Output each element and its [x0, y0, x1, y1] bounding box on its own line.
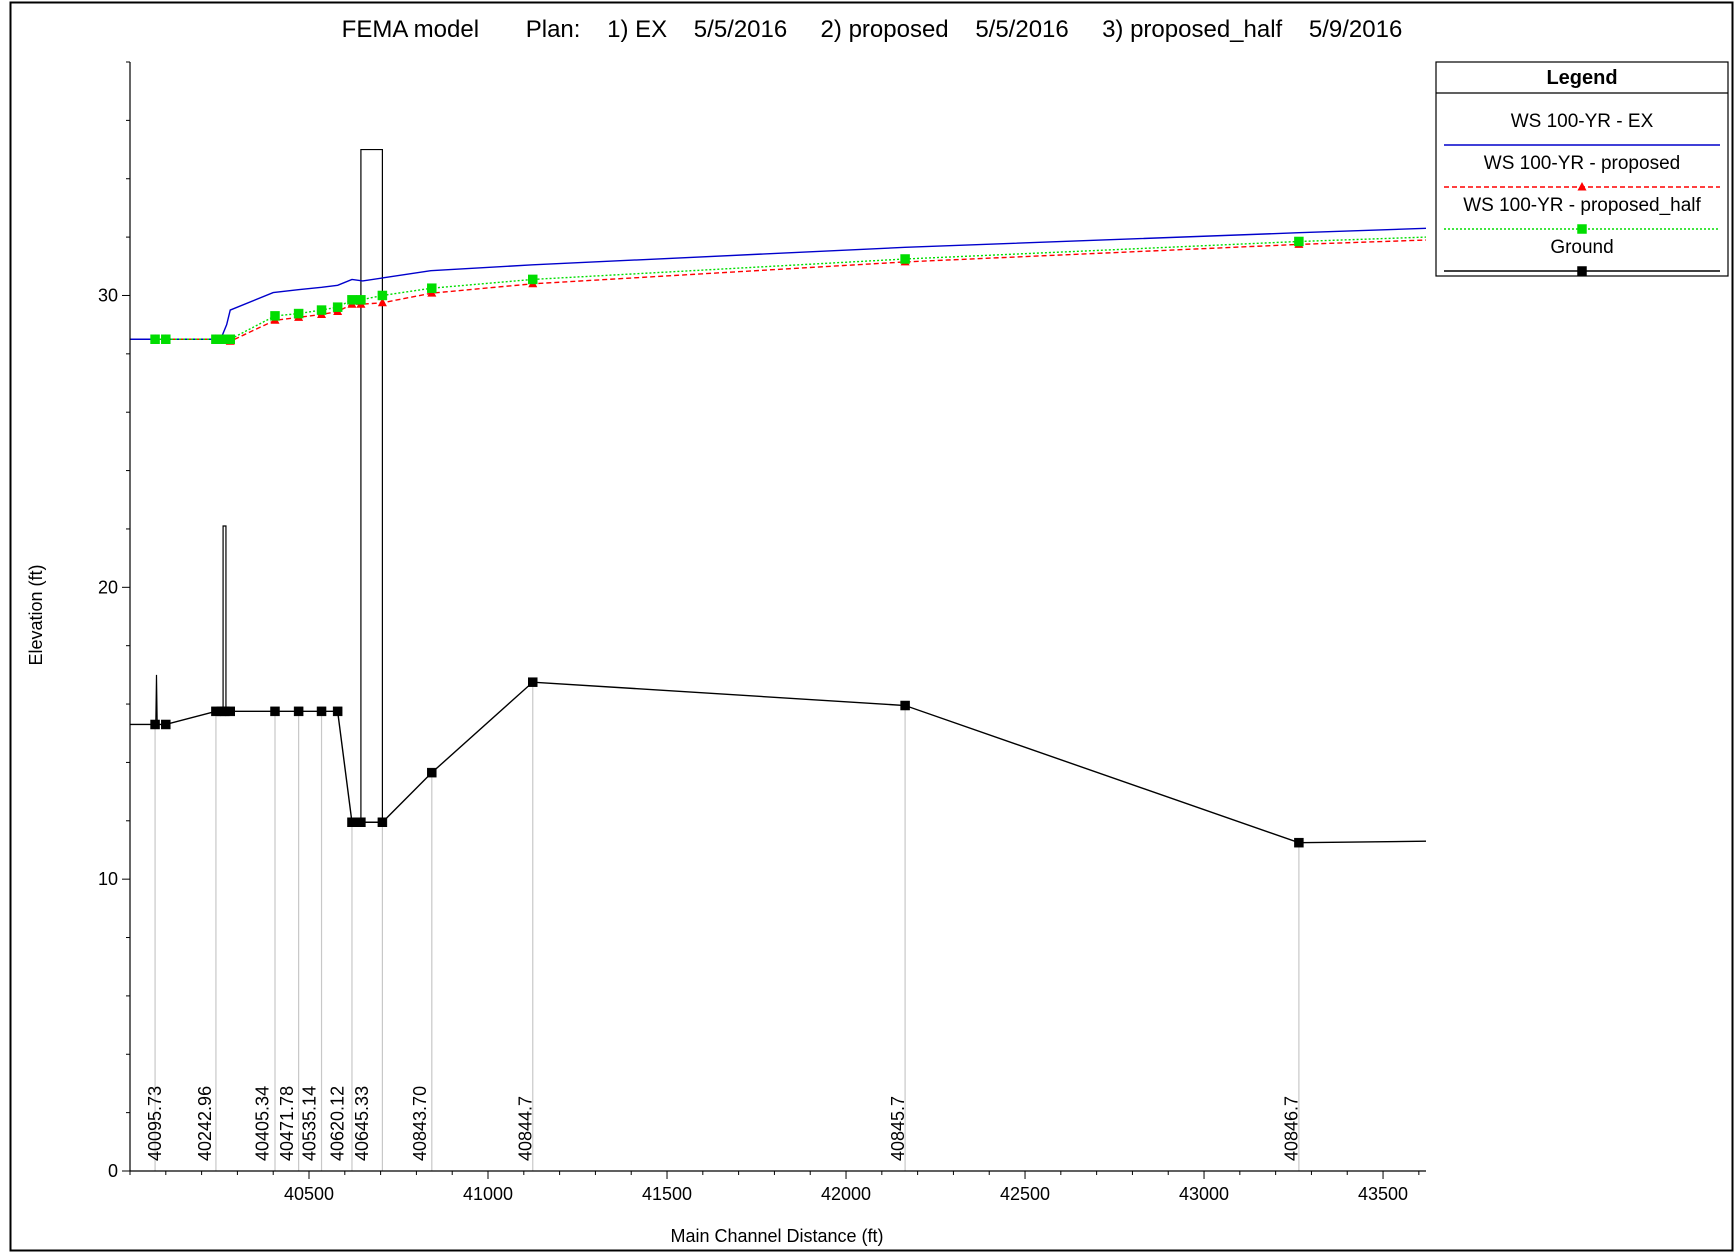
marker-ground	[1294, 837, 1304, 848]
y-tick-label: 30	[98, 285, 118, 305]
marker-ground	[316, 706, 327, 717]
station-label: 40620.12	[328, 1086, 348, 1161]
y-axis-label: Elevation (ft)	[26, 564, 46, 665]
y-tick-label: 0	[108, 1161, 118, 1181]
station-label: 40843.70	[410, 1086, 430, 1161]
legend-entries: WS 100-YR - EX WS 100-YR - proposed WS 100…	[1444, 111, 1720, 276]
marker-ground	[900, 700, 910, 711]
marker-ws_proposed_half	[270, 311, 280, 321]
legend-entry-label: WS 100-YR - proposed	[1484, 153, 1680, 174]
plot-area: 40095.73 40242.96 40405.34 40471.78 40535.14…	[130, 148, 1426, 1171]
legend-entry-label: WS 100-YR - EX	[1511, 111, 1654, 132]
pier-spike	[155, 674, 158, 725]
series-line-ws_ex	[130, 227, 1426, 340]
x-tick-label: 41000	[463, 1184, 513, 1204]
legend-title: Legend	[1546, 67, 1617, 89]
station-label: 40844.7	[516, 1096, 536, 1161]
station-label: 40535.14	[300, 1086, 320, 1161]
marker-ground	[293, 706, 304, 717]
marker-ws_proposed_half	[332, 302, 343, 312]
station-label: 40095.73	[145, 1086, 165, 1161]
y-tick-label: 20	[98, 577, 118, 597]
y-tick-label: 10	[98, 869, 118, 889]
y-ticks: 0 10 20 30	[98, 61, 130, 1181]
x-axis-label: Main Channel Distance (ft)	[670, 1226, 883, 1246]
marker-ground	[347, 817, 357, 827]
small-bridge-deck	[222, 525, 227, 712]
axes: 40500 41000 41500 42000 42500 43000 43500 0 10 2…	[98, 61, 1426, 1204]
marker-ground	[150, 719, 160, 730]
legend-marker-ws_proposed_half	[1577, 224, 1587, 234]
station-label: 40471.78	[277, 1086, 297, 1161]
x-tick-label: 40500	[284, 1184, 334, 1204]
series-markers	[150, 236, 1304, 848]
x-tick-label: 43000	[1179, 1184, 1229, 1204]
structures	[155, 148, 383, 823]
legend-marker-ground	[1577, 266, 1587, 276]
legend-entry-label: WS 100-YR - proposed_half	[1463, 195, 1701, 216]
marker-ws_proposed_half	[225, 334, 235, 344]
chart-title: FEMA model Plan: 1) EX 5/5/2016 2) propo…	[342, 16, 1403, 43]
legend-entry-label: Ground	[1550, 237, 1613, 258]
marker-ws_proposed_half	[347, 295, 357, 305]
marker-ground	[377, 817, 388, 827]
marker-ws_proposed	[377, 297, 387, 307]
marker-ws_proposed_half	[150, 334, 160, 344]
legend-box	[1435, 61, 1729, 277]
station-labels: 40095.73 40242.96 40405.34 40471.78 40535.14…	[145, 1086, 1302, 1161]
x-ticks: 40500 41000 41500 42000 42500 43000 43500	[129, 1171, 1420, 1204]
marker-ground	[356, 817, 366, 827]
marker-ws_proposed_half	[377, 290, 388, 301]
legend: Legend WS 100-YR - EX WS 100-YR - propose…	[1435, 61, 1729, 277]
x-tick-label: 42500	[1000, 1184, 1050, 1204]
marker-ws_proposed_half	[161, 334, 171, 344]
marker-ground	[161, 719, 171, 730]
marker-ws_proposed_half	[293, 308, 304, 319]
large-bridge-deck	[360, 148, 383, 823]
marker-ground	[225, 706, 235, 717]
station-label: 40645.33	[352, 1086, 372, 1161]
marker-ground	[528, 677, 538, 687]
marker-ground	[270, 706, 280, 717]
legend-marker-ws_proposed	[1577, 182, 1587, 191]
station-label: 40242.96	[195, 1086, 215, 1161]
station-lines	[154, 682, 1300, 1171]
station-label: 40405.34	[252, 1086, 272, 1161]
marker-ws_proposed_half	[356, 295, 366, 305]
station-label: 40845.7	[888, 1096, 908, 1161]
marker-ws_proposed_half	[900, 254, 910, 264]
marker-ws_proposed_half	[427, 283, 437, 293]
marker-ground	[427, 767, 437, 778]
marker-ws_proposed_half	[316, 305, 327, 315]
marker-ws_proposed_half	[528, 274, 538, 285]
x-tick-label: 42000	[821, 1184, 871, 1204]
x-tick-label: 41500	[642, 1184, 692, 1204]
station-label: 40846.7	[1282, 1096, 1302, 1161]
marker-ground	[332, 706, 343, 717]
x-tick-label: 43500	[1358, 1184, 1408, 1204]
marker-ws_proposed_half	[1294, 236, 1304, 247]
